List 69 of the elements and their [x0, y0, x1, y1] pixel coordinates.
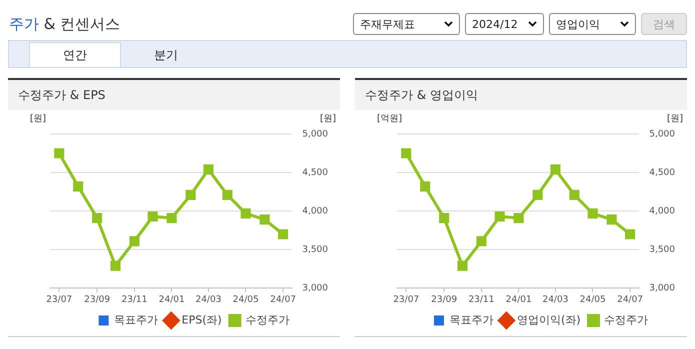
point — [186, 190, 196, 200]
x-tick-label: 24/03 — [195, 294, 222, 305]
point — [514, 213, 524, 224]
text: 3,500 — [649, 244, 675, 255]
point — [166, 213, 177, 224]
text: 4,000 — [302, 206, 328, 216]
text: 3,500 — [302, 244, 328, 255]
text: 분기 — [153, 46, 179, 64]
point — [476, 236, 486, 246]
point — [110, 260, 120, 271]
x-tick-label: 23/09 — [84, 294, 110, 305]
x-tick-label: 24/01 — [158, 294, 185, 305]
point — [420, 181, 430, 192]
text: 4,000 — [649, 206, 675, 216]
y2-axis-title: [원] — [320, 114, 336, 124]
point — [278, 229, 288, 240]
text: 4,500 — [649, 168, 675, 178]
point — [92, 213, 102, 224]
point — [203, 164, 214, 174]
text: 연간 — [29, 42, 121, 67]
text: 5,000 — [649, 129, 675, 140]
x-tick-label: 24/07 — [270, 294, 296, 305]
text: 주재무제표 — [360, 16, 415, 32]
point — [240, 208, 251, 218]
point — [73, 181, 84, 192]
x-tick-label: 24/01 — [506, 294, 532, 305]
point — [588, 208, 598, 218]
legend-label: EPS(좌) — [182, 313, 222, 326]
legend-label: 수정주가 — [604, 313, 648, 326]
point — [401, 148, 412, 158]
x-tick-label: 23/09 — [431, 294, 458, 305]
point — [439, 213, 450, 224]
point — [260, 214, 270, 225]
point — [129, 236, 140, 246]
x-tick-label: 24/07 — [617, 294, 644, 305]
point — [606, 214, 617, 225]
text: 영업이익 — [556, 16, 600, 32]
point — [550, 164, 560, 174]
y2-axis-title: [원] — [666, 114, 683, 124]
text: 3,000 — [649, 284, 675, 294]
legend-label: 수정주가 — [245, 313, 290, 326]
legend-label: 영업이익(좌) — [516, 313, 581, 326]
x-tick-label: 23/07 — [393, 294, 420, 305]
x-tick-label: 23/11 — [121, 294, 148, 305]
x-tick-label: 23/07 — [46, 294, 72, 305]
text: 2024/12 — [472, 18, 518, 30]
point — [494, 211, 505, 222]
y-axis-title: [원] — [30, 114, 46, 124]
text: 검색 — [641, 13, 687, 35]
x-tick-label: 23/11 — [468, 294, 494, 305]
point — [569, 190, 580, 200]
chart-title: 수정주가 & 영업이익 — [355, 80, 687, 110]
point — [54, 148, 64, 158]
y-axis-title: [억원] — [377, 114, 402, 124]
chart-title: 수정주가 & EPS — [8, 80, 340, 110]
point — [148, 211, 158, 222]
point — [532, 190, 543, 200]
legend-label: 목표주가 — [449, 313, 494, 326]
legend-label: 목표주가 — [114, 313, 158, 326]
text: 주가 & 컨센서스 — [8, 14, 120, 34]
text: 5,000 — [302, 129, 328, 140]
x-tick-label: 24/05 — [580, 294, 606, 305]
x-tick-label: 24/05 — [232, 294, 259, 305]
text: 3,000 — [302, 284, 328, 294]
x-tick-label: 24/03 — [542, 294, 568, 305]
point — [625, 229, 636, 240]
text: 4,500 — [302, 168, 328, 178]
point — [457, 260, 468, 271]
point — [222, 190, 232, 200]
